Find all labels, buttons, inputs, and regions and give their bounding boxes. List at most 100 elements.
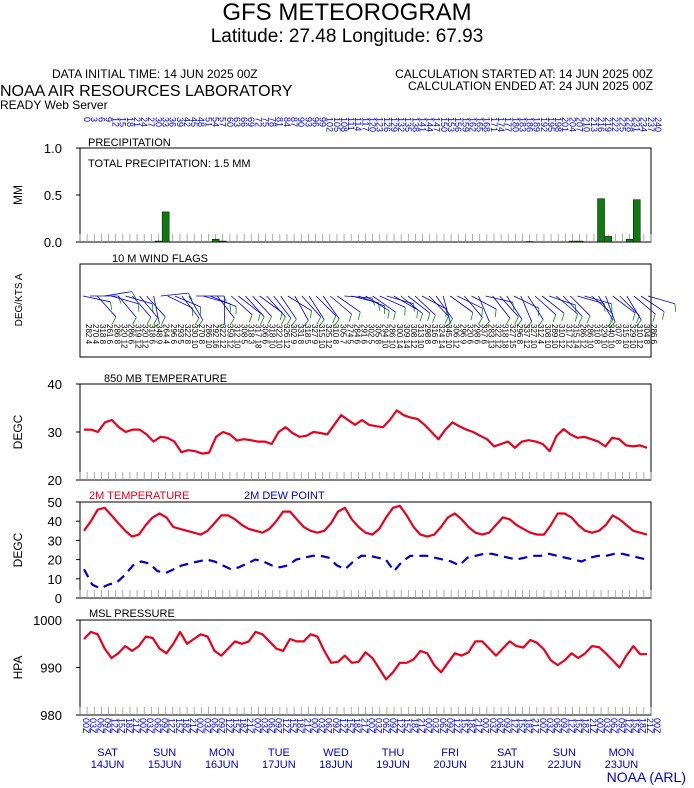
y-tick-label: 30 xyxy=(48,533,62,548)
hour-label: 00Z xyxy=(652,718,662,734)
hour-label: 09Z xyxy=(502,718,512,734)
wind-barb xyxy=(174,295,201,308)
wind-barb xyxy=(132,295,152,318)
day-of-week-label: SAT xyxy=(97,747,118,759)
hour-label: 06Z xyxy=(552,718,562,734)
wind-barb-feather xyxy=(674,303,676,312)
date-label: 14JUN xyxy=(91,759,125,771)
date-label: 20JUN xyxy=(433,759,467,771)
wind-value-label: 298 8 xyxy=(423,324,432,345)
wind-barb xyxy=(478,295,490,322)
date-label: 22JUN xyxy=(548,759,582,771)
wind-barb-feather xyxy=(516,319,523,327)
wind-value-label: 315 10 xyxy=(621,324,630,349)
wind-value-label: 318 10 xyxy=(268,324,277,349)
wind-value-label: 302 9 xyxy=(289,324,298,345)
forecast-hour-label: 21 xyxy=(132,117,142,127)
hour-label: 09Z xyxy=(559,718,569,734)
hour-label: 09Z xyxy=(331,718,341,734)
precip-total: TOTAL PRECIPITATION: 1.5 MM xyxy=(88,158,251,170)
wind-barb-feather xyxy=(505,317,511,326)
date-label: 19JUN xyxy=(376,759,410,771)
hour-label: 00Z xyxy=(538,718,548,734)
wind-value-label: 312 10 xyxy=(232,324,241,349)
forecast-hour-label: 72 xyxy=(253,117,263,127)
wind-barb xyxy=(647,295,676,305)
date-label: 23JUN xyxy=(605,759,639,771)
wind-barb-feather xyxy=(229,317,235,326)
y-tick-label: 0.0 xyxy=(44,235,62,250)
hour-label: 12Z xyxy=(452,718,462,734)
wind-barb-feather xyxy=(607,319,614,327)
hour-label: 06Z xyxy=(381,718,391,734)
forecast-hour-label: 234 xyxy=(639,117,649,132)
dewpoint-legend: 2M DEW POINT xyxy=(244,490,325,502)
lab-name: NOAA AIR RESOURCES LABORATORY xyxy=(0,83,293,100)
wind-value-label: 264 4 xyxy=(162,324,171,345)
wind-barb xyxy=(400,295,423,314)
hour-label: 18Z xyxy=(524,718,534,734)
date-label: 21JUN xyxy=(490,759,524,771)
hour-label: 00Z xyxy=(595,718,605,734)
hour-label: 15Z xyxy=(345,718,355,734)
wind-barb xyxy=(322,295,340,320)
forecast-hour-label: 111 xyxy=(346,117,356,131)
wind-barb xyxy=(301,295,321,318)
wind-value-label: 337 6 xyxy=(480,324,489,345)
precip-ylabel: MM xyxy=(11,185,25,205)
forecast-hour-label: 45 xyxy=(189,117,199,127)
dewpoint-line xyxy=(83,552,648,590)
hour-label: 15Z xyxy=(459,718,469,734)
wind-barb-feather xyxy=(229,303,232,312)
forecast-hour-label: 105 xyxy=(332,117,342,132)
wind-value-label: 291 6 xyxy=(359,324,368,345)
precip-bar xyxy=(575,240,584,243)
t850-title: 850 MB TEMPERATURE xyxy=(104,373,227,385)
hour-label: 12Z xyxy=(509,718,519,734)
wind-barb-feather xyxy=(267,316,272,324)
wind-barb-feather xyxy=(578,316,583,324)
hour-label: 06Z xyxy=(324,718,334,734)
hour-label: 18Z xyxy=(124,718,134,734)
wind-value-label: 359 12 xyxy=(225,324,234,349)
wind-barb xyxy=(555,295,578,315)
precip-title: PRECIPITATION xyxy=(88,137,171,149)
wind-value-label: 340 10 xyxy=(607,324,616,349)
wind-value-label: 318 6 xyxy=(148,324,157,345)
forecast-hour-label: 222 xyxy=(610,117,620,132)
wind-barb-feather xyxy=(110,301,113,310)
day-of-week-label: TUE xyxy=(268,747,290,759)
y-tick-label: 30 xyxy=(48,425,62,440)
forecast-hour-label: 33 xyxy=(161,117,171,127)
hour-label: 18Z xyxy=(181,718,191,734)
wind-barb xyxy=(633,295,656,315)
wind-value-label: 304 8 xyxy=(642,324,651,345)
wind-value-label: 331 8 xyxy=(296,324,305,345)
hour-label: 15Z xyxy=(117,718,127,734)
forecast-hour-label: 18 xyxy=(125,117,135,127)
wind-value-label: 289 10 xyxy=(550,324,559,349)
forecast-hour-label: 174 xyxy=(496,117,506,132)
precip-bar xyxy=(161,211,170,243)
wind-barb xyxy=(393,295,419,311)
data-initial-time: DATA INITIAL TIME: 14 JUN 2025 00Z xyxy=(52,67,258,81)
forecast-hour-label: 30 xyxy=(153,117,163,127)
wind-barb-feather xyxy=(137,303,140,312)
calculation-ended: CALCULATION ENDED AT: 24 JUN 2025 00Z xyxy=(408,79,653,93)
day-of-week-label: FRI xyxy=(441,747,459,759)
hour-label: 21Z xyxy=(645,718,655,734)
wind-barb xyxy=(139,295,158,318)
forecast-hour-label: 93 xyxy=(303,117,313,127)
hour-label: 09Z xyxy=(160,718,170,734)
hour-label: 03Z xyxy=(431,718,441,734)
wind-barb-feather xyxy=(131,291,137,299)
wind-barb-feather xyxy=(281,316,286,325)
wind-value-label: 317 12 xyxy=(564,324,573,349)
hour-label: 15Z xyxy=(631,718,641,734)
wind-value-label: 315 14 xyxy=(571,324,580,349)
t850-frame xyxy=(79,383,652,481)
wind-barb-feather xyxy=(151,303,154,312)
forecast-hour-label: 132 xyxy=(396,117,406,132)
wind-barb xyxy=(562,295,583,317)
wind-barb-feather xyxy=(427,313,431,322)
